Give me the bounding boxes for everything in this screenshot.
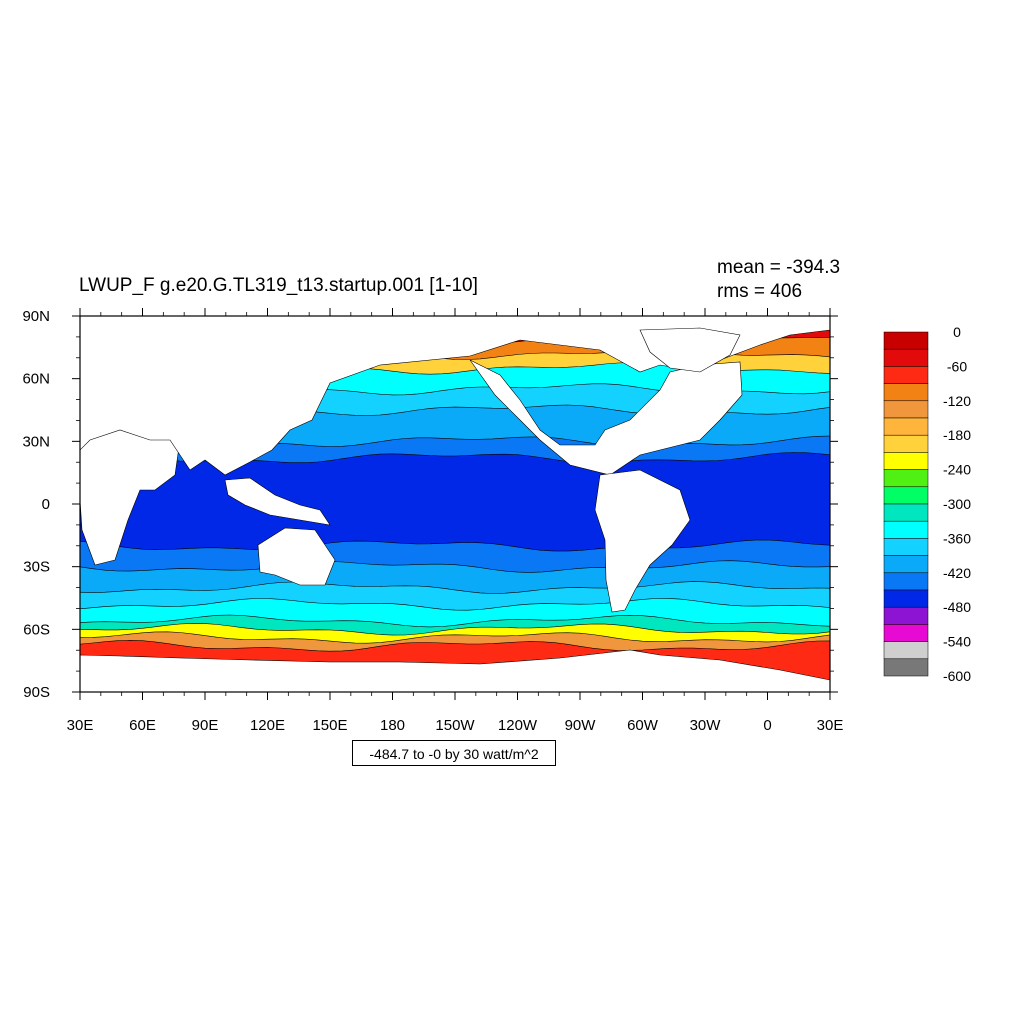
colorbar-swatch [883, 606, 929, 625]
colorbar-label: -540 [943, 634, 971, 650]
y-axis: 90N 60N 30N 0 30S 60S 90S [22, 308, 838, 701]
y-tick-label: 30S [23, 559, 50, 576]
land-mask [80, 316, 830, 692]
x-tick-label: 90E [192, 717, 219, 734]
contour-line [80, 614, 830, 628]
contour-band [80, 631, 830, 652]
colorbar-swatch [883, 348, 929, 367]
colorbar-swatch [883, 331, 929, 350]
landmass-maritime-continent [224, 477, 331, 526]
x-axis: 30E 60E 90E 120E 150E 180 150W 120W 90W 60W 30W 0 30… [67, 308, 844, 734]
colorbar-label: -480 [943, 599, 971, 615]
contour-line [80, 598, 830, 611]
x-tick-label: 60W [627, 717, 659, 734]
y-tick-label: 90N [22, 308, 50, 325]
contour-line [80, 631, 830, 644]
x-tick-label: 0 [763, 717, 771, 734]
colorbar-swatch [883, 572, 929, 591]
x-tick-label: 120E [250, 717, 285, 734]
colorbar-swatch [883, 641, 929, 660]
x-tick-label: 90W [565, 717, 597, 734]
colorbar-swatch [883, 417, 929, 436]
colorbar-swatch [883, 589, 929, 608]
landmass-eurasia [80, 316, 830, 476]
colorbar-swatch [883, 658, 929, 677]
plot-title: LWUP_F g.e20.G.TL319_t13.startup.001 [1-… [79, 275, 478, 296]
contour-range-note: -484.7 to -0 by 30 watt/m^2 [352, 740, 556, 766]
x-tick-label: 180 [380, 717, 405, 734]
colorbar-swatch [883, 503, 929, 522]
colorbar-swatch [883, 400, 929, 419]
x-tick-label: 150E [312, 717, 347, 734]
y-tick-label: 60N [22, 371, 50, 388]
contour-band [80, 435, 830, 463]
colorbar-label: 0 [953, 324, 961, 340]
contour-line [80, 639, 830, 652]
x-tick-label: 60E [129, 717, 156, 734]
colorbar-swatch [883, 452, 929, 470]
contour-band [80, 581, 830, 611]
colorbar: 0 -60 -120 -180 -240 -300 -360 -420 -480 -540 -600 [883, 324, 971, 684]
landmass-south-america [594, 469, 691, 613]
colorbar-swatch [883, 434, 929, 453]
x-tick-label: 120W [498, 717, 538, 734]
y-tick-label: 0 [42, 496, 50, 513]
colorbar-swatch [883, 486, 929, 505]
rms-stat: rms = 406 [717, 281, 803, 302]
landmass-antarctica [80, 649, 830, 692]
contour-band [80, 598, 830, 627]
colorbar-swatch [883, 469, 929, 488]
colorbar-swatch [883, 366, 929, 384]
y-tick-label: 90S [23, 684, 50, 701]
x-tick-label: 150W [435, 717, 475, 734]
colorbar-label: -180 [943, 427, 971, 443]
colorbar-label: -240 [943, 462, 971, 478]
colorbar-swatch [883, 624, 929, 642]
colorbar-label: -360 [943, 530, 971, 546]
colorbar-swatch [883, 383, 929, 402]
colorbar-swatch [883, 555, 929, 574]
colorbar-swatch [883, 520, 929, 539]
colorbar-label: -120 [943, 393, 971, 409]
landmass-greenland [639, 327, 741, 373]
contour-line [80, 581, 830, 594]
contour-line [80, 623, 830, 636]
colorbar-swatch [883, 538, 929, 556]
colorbar-label: -60 [947, 358, 967, 374]
mean-stat: mean = -394.3 [717, 257, 841, 278]
contour-band [80, 615, 830, 636]
colorbar-label: -300 [943, 496, 971, 512]
contour-line [80, 560, 830, 573]
y-tick-label: 30N [22, 433, 50, 450]
x-tick-label: 30E [817, 717, 844, 734]
x-tick-label: 30W [690, 717, 722, 734]
y-tick-label: 60S [23, 621, 50, 638]
colorbar-label: -420 [943, 565, 971, 581]
colorbar-label: -600 [943, 668, 971, 684]
landmass-north-america [469, 359, 743, 476]
contour-line [80, 539, 830, 552]
contour-line [80, 452, 830, 464]
landmass-australia [257, 527, 336, 586]
x-tick-label: 30E [67, 717, 94, 734]
